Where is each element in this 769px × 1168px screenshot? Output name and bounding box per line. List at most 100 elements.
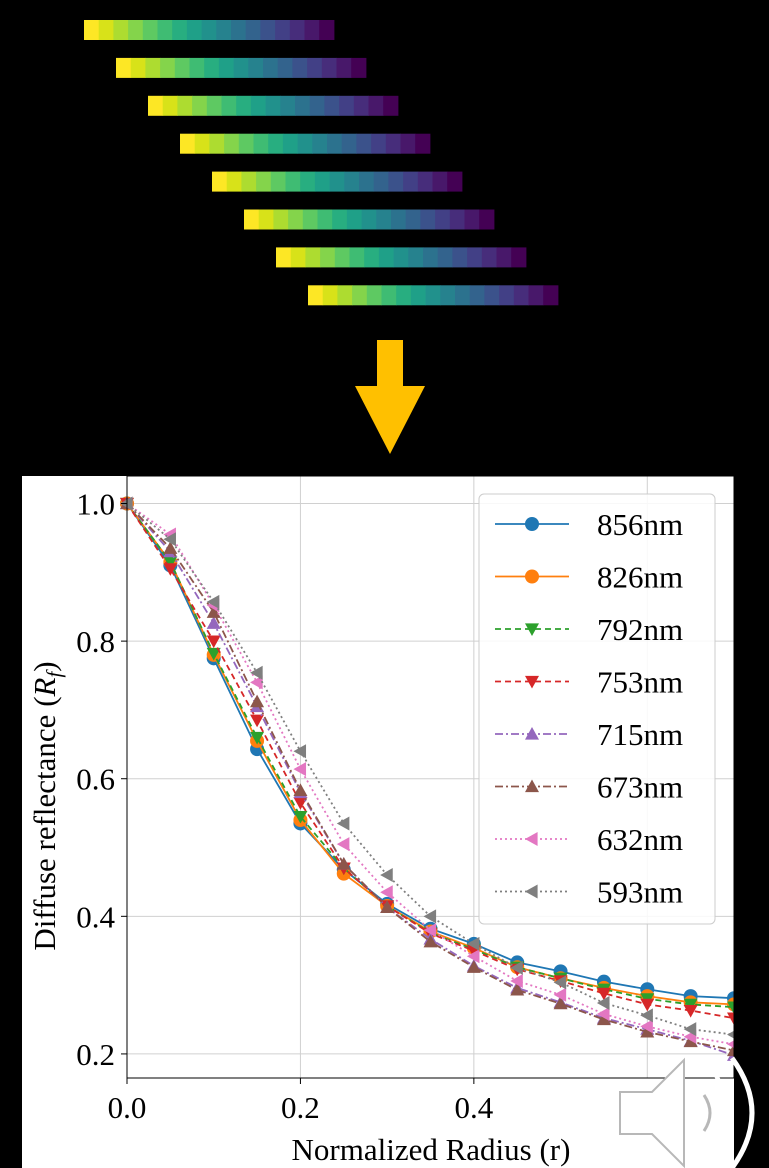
legend-marker [525, 675, 539, 689]
legend-label: 792nm [597, 612, 683, 647]
speaker-wave-outer [729, 1056, 755, 1168]
strip-cell [356, 133, 372, 154]
strip-cell [189, 57, 205, 78]
strip-cell [157, 20, 173, 40]
strip-cell [484, 285, 500, 306]
strip-cell [162, 95, 178, 116]
data-point [206, 647, 221, 661]
data-point [640, 998, 655, 1012]
data-point [553, 975, 567, 990]
strip-cell [302, 209, 318, 230]
strip-cell [236, 95, 252, 116]
strip-cell [84, 20, 100, 40]
data-point [640, 1024, 655, 1038]
legend-entry: 826nm [495, 560, 683, 595]
strip-cell [353, 95, 369, 116]
strip-cell [322, 285, 338, 306]
strip-cell [263, 57, 279, 78]
strip-cell [543, 285, 559, 306]
x-axis-label: Normalized Radius (r) [292, 1132, 571, 1167]
strip-cell [231, 20, 247, 40]
data-point [336, 857, 351, 870]
legend-entry: 715nm [495, 717, 683, 752]
strip-cell [376, 209, 392, 230]
strip-cell [359, 171, 375, 192]
strip-cell [447, 171, 463, 192]
series-593nm [120, 496, 734, 1039]
strip-cell [351, 57, 367, 78]
data-point [510, 960, 523, 975]
strip-cell [292, 57, 308, 78]
strip-cell [258, 209, 274, 230]
down-arrow-shape [355, 340, 425, 454]
strip-cell [282, 133, 299, 154]
strip-cell [346, 209, 363, 230]
strip-cell [142, 20, 158, 40]
strip-cell [212, 171, 228, 192]
strip-cell [339, 95, 355, 116]
data-point [727, 1001, 734, 1015]
legend-label: 673nm [597, 770, 683, 805]
strip-cell [437, 247, 453, 268]
strip-cell [479, 209, 495, 230]
strip-cell [216, 20, 232, 40]
legend-entry: 856nm [495, 507, 683, 542]
y-tick-label: 0.2 [76, 1037, 115, 1072]
strip-cell [209, 133, 225, 154]
strip-cell [277, 57, 293, 78]
strip-cell [312, 133, 328, 154]
legend-entry: 753nm [495, 665, 683, 700]
strip-cell [206, 95, 222, 116]
x-tick-label: 0.2 [281, 1090, 320, 1125]
legend-marker [525, 727, 539, 740]
data-point [293, 783, 308, 797]
legend-entry: 593nm [495, 875, 683, 910]
strip-cell [300, 171, 316, 192]
x-tick-label: 0.0 [108, 1090, 147, 1125]
legend-marker [525, 832, 538, 846]
strip-cell [319, 20, 335, 40]
strip-cell [194, 133, 210, 154]
strip-cell [295, 95, 311, 116]
strip-cell [528, 285, 544, 306]
data-point [683, 1004, 698, 1018]
strip-cell [499, 285, 515, 306]
series-line [126, 502, 734, 1057]
strip-cell [244, 209, 260, 230]
strip-cell [309, 95, 325, 116]
data-point [596, 987, 611, 1001]
plot-frame [126, 476, 734, 1079]
strip-cell [336, 57, 352, 78]
strip-cell [314, 171, 331, 192]
strip-cell [248, 57, 264, 78]
strip-cell [307, 57, 323, 78]
strip-cell [177, 95, 193, 116]
data-point [423, 909, 437, 924]
strip-cell [270, 171, 286, 192]
strip-cell [329, 171, 345, 192]
strip-cell [415, 133, 431, 154]
legend-label: 753nm [597, 665, 683, 700]
reflectance-chart: 0.0 0.2 0.4 0.2 0.4 0.6 0.8 1.0 Normalized Radi… [22, 476, 734, 1168]
data-point [596, 1007, 610, 1022]
strip-cell [260, 20, 276, 40]
x-tick-label: 0.4 [454, 1090, 493, 1125]
strip-cell [410, 285, 427, 306]
strip-cell [481, 247, 497, 268]
data-point [163, 541, 178, 554]
strip-cell [268, 133, 284, 154]
strip-cell [388, 171, 404, 192]
legend-label: 826nm [597, 560, 683, 595]
series-layer [120, 496, 734, 1061]
data-point [250, 714, 265, 728]
strip-cell [98, 20, 114, 40]
strip-cell [364, 247, 380, 268]
legend-entry: 792nm [495, 612, 683, 647]
legend-marker [525, 569, 539, 584]
speaker-icon[interactable] [612, 1050, 769, 1168]
data-point [380, 900, 395, 913]
strip-cell [320, 247, 336, 268]
strip-cell [334, 247, 350, 268]
data-point [466, 960, 481, 973]
strip-cell [467, 247, 483, 268]
